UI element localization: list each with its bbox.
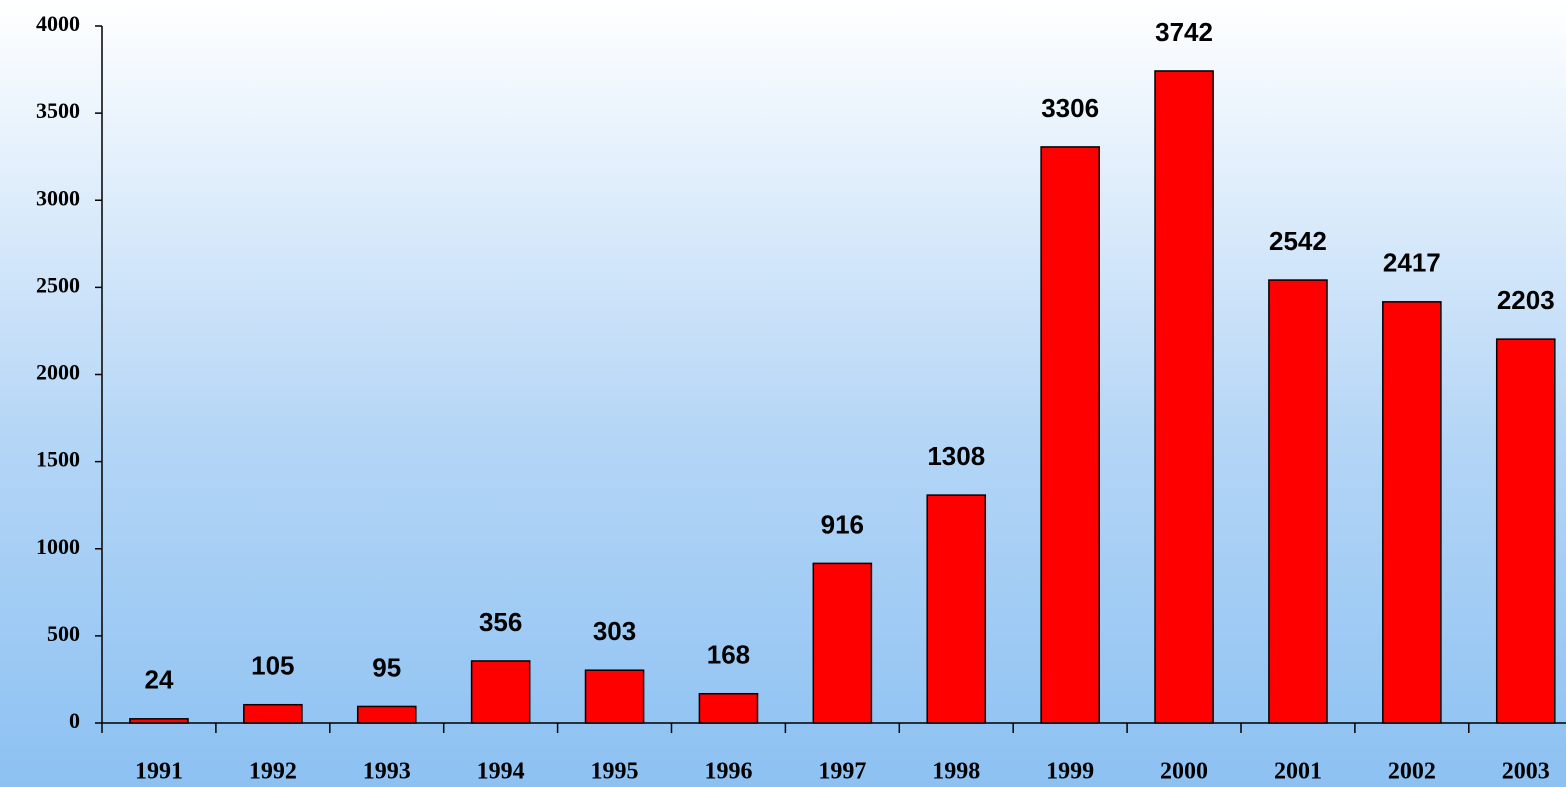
bar xyxy=(812,562,873,724)
x-tick-label: 1995 xyxy=(591,759,639,785)
x-tick-label: 1993 xyxy=(363,759,411,785)
bar xyxy=(470,660,531,724)
bar xyxy=(356,705,417,724)
data-label: 303 xyxy=(593,616,636,646)
x-tick-label: 1999 xyxy=(1046,759,1094,785)
data-label: 3306 xyxy=(1041,93,1099,123)
data-label: 356 xyxy=(479,607,522,637)
bar xyxy=(1040,146,1100,724)
x-tick-label: 1992 xyxy=(249,759,297,785)
x-tick-label: 2000 xyxy=(1160,759,1208,785)
x-tick-label: 2002 xyxy=(1388,759,1436,785)
data-label: 916 xyxy=(821,509,864,539)
y-tick-label: 4000 xyxy=(36,11,80,36)
bar xyxy=(584,669,645,724)
y-tick-label: 500 xyxy=(47,621,80,646)
bar xyxy=(1268,279,1328,724)
bar xyxy=(1495,338,1556,724)
data-label: 3742 xyxy=(1155,17,1213,47)
y-tick-label: 2000 xyxy=(36,360,80,385)
data-label: 168 xyxy=(707,640,750,670)
y-tick-label: 2500 xyxy=(36,272,80,297)
data-label: 105 xyxy=(251,651,294,681)
y-tick-label: 1500 xyxy=(36,447,80,472)
data-label: 95 xyxy=(372,652,401,682)
bar xyxy=(1154,70,1214,724)
data-label: 2542 xyxy=(1269,226,1327,256)
x-tick-label: 1996 xyxy=(704,759,752,785)
x-tick-label: 1998 xyxy=(932,759,980,785)
bar xyxy=(129,718,189,724)
data-label: 1308 xyxy=(927,441,985,471)
data-label: 24 xyxy=(144,665,173,695)
x-tick-label: 2003 xyxy=(1502,759,1550,785)
y-tick-label: 0 xyxy=(69,708,80,733)
y-tick-label: 3000 xyxy=(36,185,80,210)
data-label: 2417 xyxy=(1383,248,1441,278)
bar xyxy=(698,692,759,724)
bar xyxy=(1382,301,1442,724)
data-label: 2203 xyxy=(1497,285,1555,315)
x-tick-label: 2001 xyxy=(1274,759,1322,785)
y-tick-label: 1000 xyxy=(36,534,80,559)
bar xyxy=(243,703,303,724)
bar xyxy=(926,494,987,724)
y-tick-label: 3500 xyxy=(36,98,80,123)
x-tick-label: 1994 xyxy=(477,759,525,785)
x-tick-label: 1997 xyxy=(818,759,866,785)
x-tick-label: 1991 xyxy=(135,759,183,785)
